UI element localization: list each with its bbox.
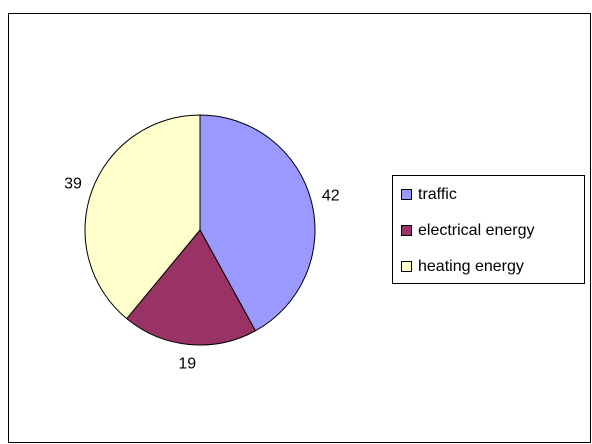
pie-slice: [199, 114, 316, 332]
legend-swatch: [401, 225, 412, 236]
pie-slice: [125, 229, 257, 346]
legend-box: [392, 175, 585, 284]
legend-swatch: [401, 261, 412, 272]
legend-label: traffic: [418, 186, 457, 203]
legend-label: heating energy: [418, 258, 524, 275]
data-label: 39: [64, 175, 82, 192]
data-label: 42: [322, 188, 340, 205]
data-label: 19: [178, 356, 196, 373]
legend-label: electrical energy: [418, 222, 535, 239]
legend-swatch: [401, 189, 412, 200]
pie-slice: [84, 114, 201, 320]
